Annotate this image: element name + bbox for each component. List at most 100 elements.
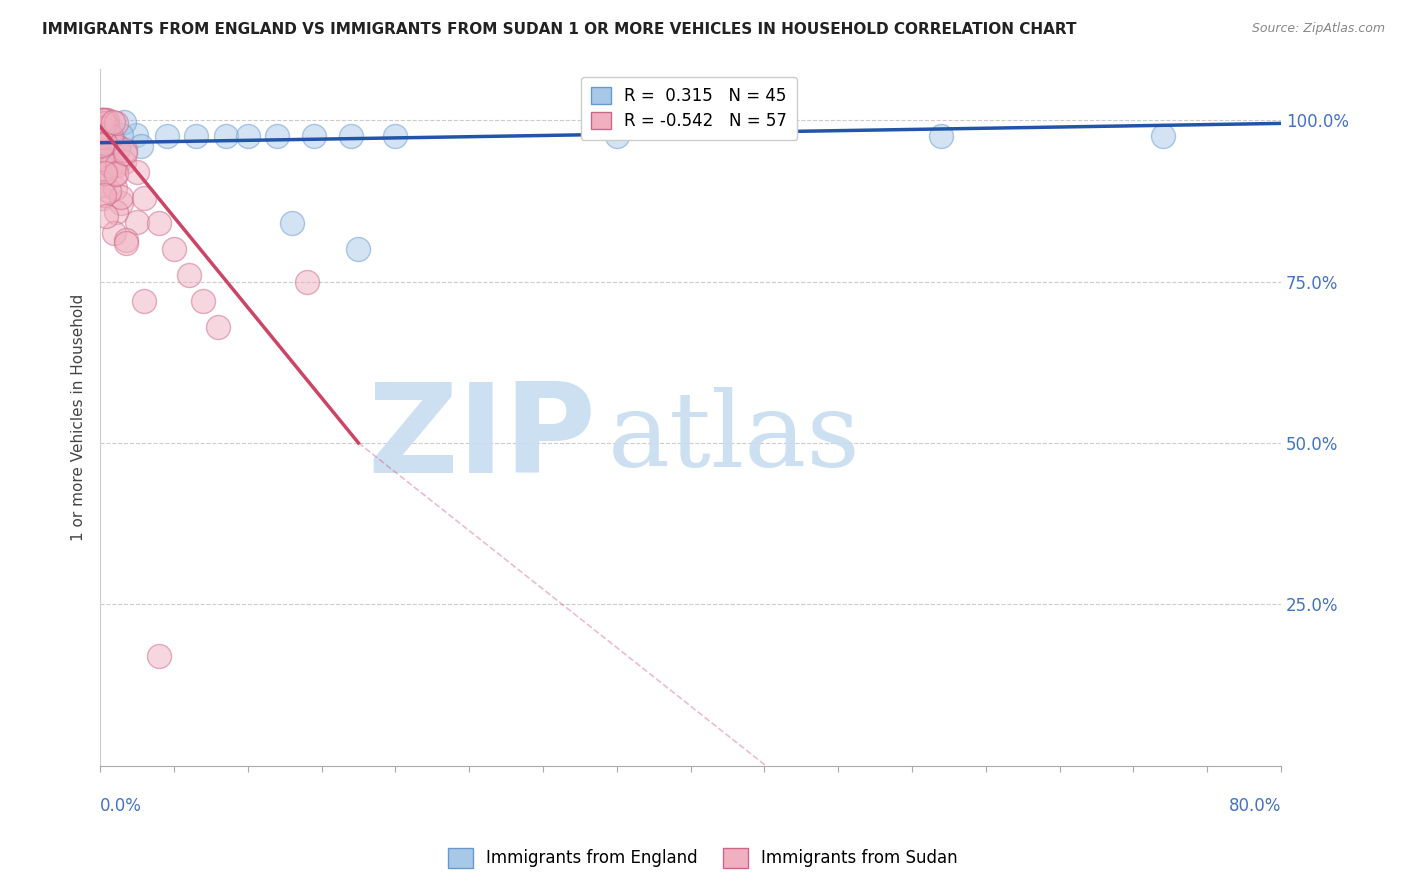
Point [114, 143, 136, 157]
Y-axis label: 1 or more Vehicles in Household: 1 or more Vehicles in Household [72, 293, 86, 541]
Point [155, 129, 177, 144]
Point [340, 129, 363, 144]
Legend: R =  0.315   N = 45, R = -0.542   N = 57: R = 0.315 N = 45, R = -0.542 N = 57 [581, 77, 797, 140]
Point [112, 154, 135, 169]
Point [90, 129, 112, 144]
Point [1152, 129, 1174, 144]
Point [90, 135, 112, 149]
Point [100, 129, 122, 144]
Text: Source: ZipAtlas.com: Source: ZipAtlas.com [1251, 22, 1385, 36]
Point [90, 113, 112, 128]
Point [184, 129, 207, 144]
Point [347, 242, 370, 256]
Point [91, 127, 114, 141]
Point [93, 113, 115, 128]
Point [90, 150, 112, 164]
Point [295, 275, 318, 289]
Point [90, 152, 112, 166]
Point [100, 128, 122, 143]
Point [606, 129, 628, 144]
Point [96, 113, 118, 128]
Text: atlas: atlas [607, 387, 860, 489]
Point [125, 215, 148, 229]
Point [193, 293, 215, 308]
Point [148, 216, 170, 230]
Point [207, 319, 229, 334]
Point [97, 185, 120, 199]
Point [91, 113, 114, 128]
Point [115, 236, 138, 251]
Point [91, 113, 114, 128]
Point [93, 131, 115, 145]
Point [104, 137, 127, 152]
Point [104, 166, 127, 180]
Legend: Immigrants from England, Immigrants from Sudan: Immigrants from England, Immigrants from… [441, 841, 965, 875]
Point [98, 132, 121, 146]
Point [90, 123, 112, 137]
Point [90, 134, 112, 148]
Point [134, 191, 156, 205]
Point [177, 268, 200, 282]
Point [91, 139, 114, 153]
Text: 0.0%: 0.0% [100, 797, 142, 815]
Point [100, 141, 122, 155]
Point [104, 138, 127, 153]
Point [90, 113, 112, 128]
Point [163, 242, 186, 256]
Point [93, 136, 115, 150]
Text: IMMIGRANTS FROM ENGLAND VS IMMIGRANTS FROM SUDAN 1 OR MORE VEHICLES IN HOUSEHOLD: IMMIGRANTS FROM ENGLAND VS IMMIGRANTS FR… [42, 22, 1077, 37]
Point [94, 113, 117, 128]
Point [91, 128, 114, 142]
Point [124, 128, 146, 143]
Point [107, 143, 129, 157]
Point [104, 116, 127, 130]
Point [214, 129, 236, 144]
Point [266, 129, 288, 144]
Point [93, 187, 115, 202]
Point [93, 166, 115, 180]
Point [100, 127, 122, 141]
Point [91, 131, 114, 145]
Point [125, 165, 148, 179]
Point [90, 191, 112, 205]
Point [104, 205, 127, 219]
Point [96, 119, 118, 133]
Point [931, 129, 953, 144]
Text: 80.0%: 80.0% [1229, 797, 1281, 815]
Point [107, 140, 129, 154]
Point [96, 130, 118, 145]
Point [115, 233, 138, 247]
Point [97, 127, 120, 141]
Point [94, 210, 117, 224]
Point [97, 132, 120, 146]
Point [104, 167, 127, 181]
Point [110, 196, 132, 211]
Point [110, 189, 132, 203]
Point [114, 146, 136, 161]
Point [90, 178, 112, 193]
Point [105, 158, 128, 172]
Point [132, 294, 155, 309]
Point [131, 138, 153, 153]
Point [91, 145, 114, 159]
Point [384, 129, 406, 144]
Point [101, 115, 124, 129]
Point [91, 121, 114, 136]
Point [148, 648, 170, 663]
Point [100, 160, 122, 174]
Point [112, 115, 135, 129]
Point [281, 216, 304, 230]
Point [97, 128, 120, 142]
Text: ZIP: ZIP [367, 377, 596, 499]
Point [94, 161, 117, 176]
Point [236, 129, 259, 144]
Point [302, 129, 325, 144]
Point [93, 133, 115, 147]
Point [103, 226, 125, 240]
Point [91, 134, 114, 148]
Point [110, 128, 132, 142]
Point [94, 134, 117, 148]
Point [96, 127, 118, 141]
Point [93, 162, 115, 177]
Point [90, 137, 112, 152]
